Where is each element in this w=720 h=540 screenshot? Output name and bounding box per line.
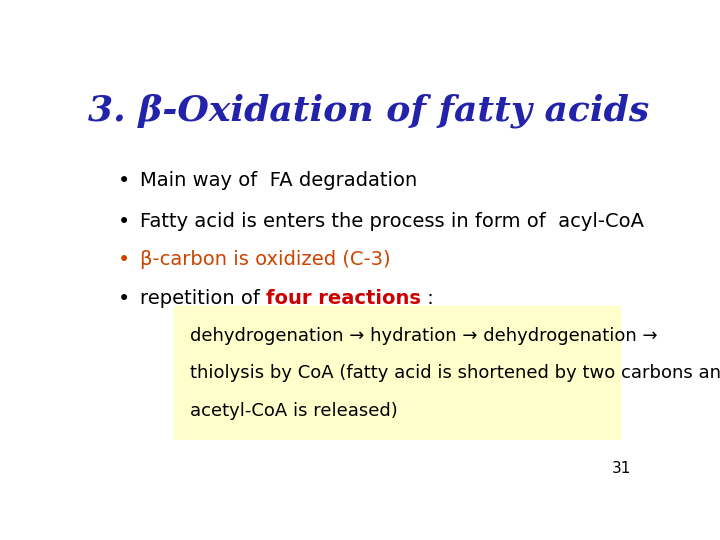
Text: repetition of: repetition of — [140, 289, 266, 308]
Text: 31: 31 — [612, 462, 631, 476]
Text: acetyl-CoA is released): acetyl-CoA is released) — [190, 402, 398, 420]
Text: β-carbon is oxidized (C-3): β-carbon is oxidized (C-3) — [140, 250, 391, 269]
Text: :: : — [421, 289, 434, 308]
Text: thiolysis by CoA (fatty acid is shortened by two carbons and: thiolysis by CoA (fatty acid is shortene… — [190, 364, 720, 382]
FancyBboxPatch shape — [174, 306, 620, 439]
Text: •: • — [118, 171, 130, 191]
Text: 3. β-Oxidation of fatty acids: 3. β-Oxidation of fatty acids — [89, 94, 649, 129]
Text: Main way of  FA degradation: Main way of FA degradation — [140, 171, 418, 190]
Text: •: • — [118, 212, 130, 232]
Text: Fatty acid is enters the process in form of  acyl-CoA: Fatty acid is enters the process in form… — [140, 212, 644, 232]
Text: •: • — [118, 289, 130, 309]
Text: •: • — [118, 250, 130, 270]
Text: four reactions: four reactions — [266, 289, 421, 308]
Text: dehydrogenation → hydration → dehydrogenation →: dehydrogenation → hydration → dehydrogen… — [190, 327, 658, 345]
